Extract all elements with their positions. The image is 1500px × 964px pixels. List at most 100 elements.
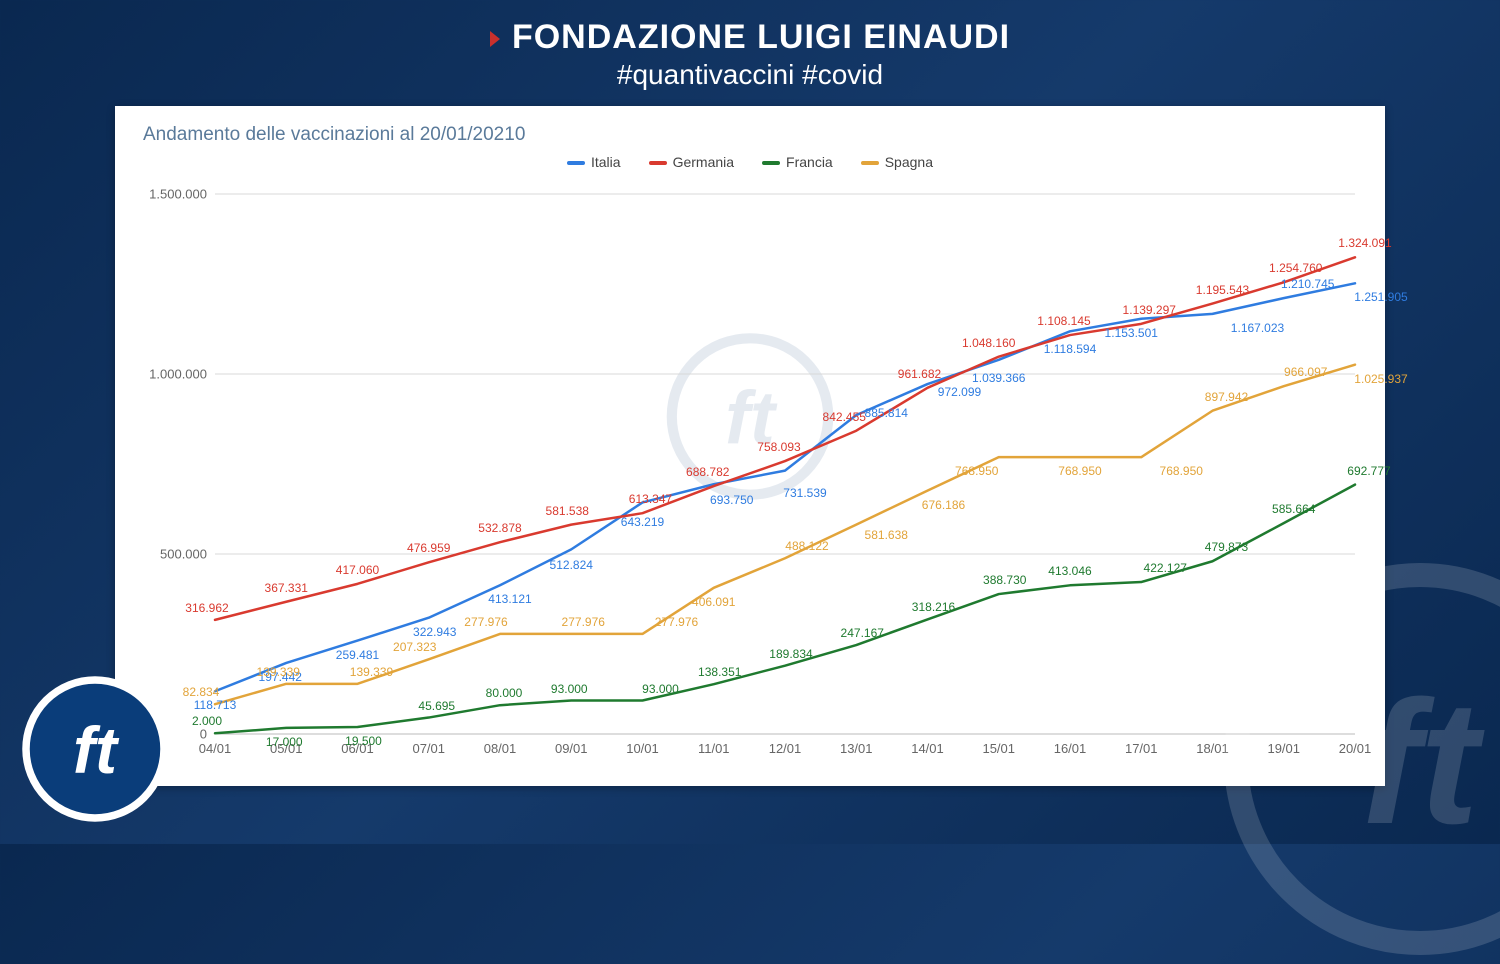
data-label: 693.750 <box>710 493 753 507</box>
arrow-icon <box>490 31 500 47</box>
x-axis-label: 16/01 <box>1054 741 1087 756</box>
data-label: 207.323 <box>393 640 436 654</box>
data-label: 758.093 <box>757 440 800 454</box>
data-label: 259.481 <box>336 648 379 662</box>
data-label: 19.500 <box>345 734 382 748</box>
data-label: 613.347 <box>629 492 672 506</box>
data-label: 585.664 <box>1272 502 1315 516</box>
chart-title: Andamento delle vaccinazioni al 20/01/20… <box>115 106 1385 146</box>
legend-label: Francia <box>786 154 833 170</box>
data-label: 139.339 <box>350 665 393 679</box>
y-axis-label: 1.500.000 <box>127 187 207 202</box>
data-label: 1.139.297 <box>1123 303 1176 317</box>
chart-container: Andamento delle vaccinazioni al 20/01/20… <box>115 106 1385 786</box>
data-label: 532.878 <box>478 521 521 535</box>
data-label: 966.097 <box>1284 365 1327 379</box>
data-label: 118.713 <box>194 698 237 712</box>
data-label: 897.942 <box>1205 390 1248 404</box>
data-label: 367.331 <box>265 581 308 595</box>
data-label: 138.351 <box>698 665 741 679</box>
data-label: 676.186 <box>922 498 965 512</box>
data-label: 277.976 <box>562 615 605 629</box>
data-label: 422.127 <box>1144 561 1187 575</box>
legend-swatch <box>649 161 667 165</box>
data-label: 417.060 <box>336 563 379 577</box>
data-label: 479.873 <box>1205 540 1248 554</box>
data-label: 581.638 <box>865 528 908 542</box>
svg-text:ft: ft <box>1361 665 1485 861</box>
legend-label: Germania <box>673 154 734 170</box>
y-axis-label: 1.000.000 <box>127 367 207 382</box>
data-label: 768.950 <box>1160 464 1203 478</box>
x-axis-label: 10/01 <box>626 741 659 756</box>
data-label: 1.025.937 <box>1354 372 1407 386</box>
logo-icon: ft <box>20 674 170 824</box>
data-label: 1.251.905 <box>1354 290 1407 304</box>
x-axis-label: 15/01 <box>982 741 1015 756</box>
data-label: 277.976 <box>655 615 698 629</box>
legend-label: Spagna <box>885 154 933 170</box>
data-label: 316.962 <box>185 601 228 615</box>
data-label: 1.048.160 <box>962 336 1015 350</box>
legend-item: Spagna <box>861 154 933 170</box>
data-label: 1.153.501 <box>1105 326 1158 340</box>
data-label: 488.122 <box>785 539 828 553</box>
legend-item: Germania <box>649 154 734 170</box>
data-label: 2.000 <box>192 714 222 728</box>
data-label: 93.000 <box>642 682 679 696</box>
data-label: 318.216 <box>912 600 955 614</box>
bg-decoration-icon: ft <box>1220 559 1500 964</box>
x-axis-label: 04/01 <box>199 741 232 756</box>
data-label: 842.455 <box>823 410 866 424</box>
data-label: 972.099 <box>938 385 981 399</box>
legend-item: Francia <box>762 154 833 170</box>
data-label: 189.834 <box>769 647 812 661</box>
x-axis-label: 17/01 <box>1125 741 1158 756</box>
data-label: 961.682 <box>898 367 941 381</box>
data-label: 692.777 <box>1347 464 1390 478</box>
legend-item: Italia <box>567 154 621 170</box>
data-label: 413.046 <box>1048 564 1091 578</box>
data-label: 581.538 <box>546 504 589 518</box>
data-label: 1.108.145 <box>1037 314 1090 328</box>
x-axis-label: 07/01 <box>412 741 445 756</box>
data-label: 406.091 <box>692 595 735 609</box>
data-label: 643.219 <box>621 515 664 529</box>
data-label: 885.814 <box>865 406 908 420</box>
data-label: 512.824 <box>550 558 593 572</box>
page-title: FONDAZIONE LUIGI EINAUDI <box>0 18 1500 57</box>
data-label: 1.254.760 <box>1269 261 1322 275</box>
data-label: 1.195.543 <box>1196 283 1249 297</box>
data-label: 82.834 <box>183 685 220 699</box>
x-axis-label: 11/01 <box>698 741 730 756</box>
x-axis-label: 08/01 <box>484 741 517 756</box>
legend-swatch <box>567 161 585 165</box>
plot-area: 0500.0001.000.0001.500.00004/0105/0106/0… <box>215 194 1355 734</box>
svg-text:ft: ft <box>73 713 120 787</box>
data-label: 322.943 <box>413 625 456 639</box>
header: FONDAZIONE LUIGI EINAUDI #quantivaccini … <box>0 0 1500 101</box>
data-label: 247.167 <box>841 626 884 640</box>
data-label: 17.000 <box>266 735 303 749</box>
data-label: 768.950 <box>955 464 998 478</box>
data-label: 1.118.594 <box>1044 342 1097 356</box>
data-label: 1.167.023 <box>1231 321 1284 335</box>
data-label: 45.695 <box>418 699 455 713</box>
data-label: 388.730 <box>983 573 1026 587</box>
data-label: 93.000 <box>551 682 588 696</box>
title-text: FONDAZIONE LUIGI EINAUDI <box>512 18 1010 56</box>
data-label: 277.976 <box>464 615 507 629</box>
legend-swatch <box>762 161 780 165</box>
y-axis-label: 500.000 <box>127 547 207 562</box>
x-axis-label: 12/01 <box>769 741 802 756</box>
legend: Italia Germania Francia Spagna <box>115 154 1385 170</box>
data-label: 139.339 <box>257 665 300 679</box>
x-axis-label: 09/01 <box>555 741 588 756</box>
data-label: 688.782 <box>686 465 729 479</box>
data-label: 1.039.366 <box>972 371 1025 385</box>
data-label: 1.210.745 <box>1281 277 1334 291</box>
page-subtitle: #quantivaccini #covid <box>0 59 1500 91</box>
data-label: 731.539 <box>783 486 826 500</box>
data-label: 413.121 <box>488 592 531 606</box>
x-axis-label: 13/01 <box>840 741 873 756</box>
